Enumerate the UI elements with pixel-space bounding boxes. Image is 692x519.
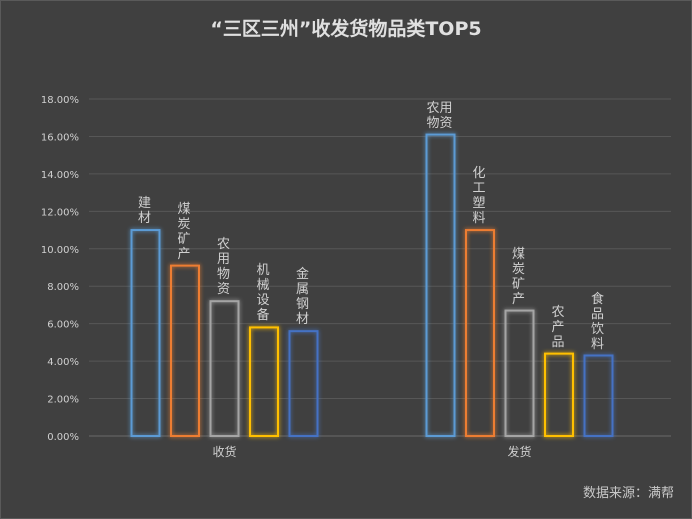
y-tick-label: 0.00% (47, 432, 79, 443)
y-tick-label: 4.00% (47, 357, 79, 368)
y-tick-label: 12.00% (41, 207, 79, 218)
chart-title: “三区三州”收发货物品类TOP5 (210, 18, 482, 40)
y-tick-label: 6.00% (47, 320, 79, 331)
data-label: 食品饮料 (590, 291, 604, 352)
y-tick-label: 16.00% (41, 132, 79, 143)
data-label: 金属钢材 (295, 267, 309, 328)
bar (170, 264, 200, 437)
data-label: 机械设备 (256, 263, 270, 324)
x-category-label: 收货 (212, 444, 236, 459)
data-label: 农产品 (551, 304, 565, 350)
bar (209, 300, 240, 438)
data-label: 建材 (137, 196, 151, 227)
data-label: 农用物资 (216, 237, 230, 298)
data-label: 农用物资 (426, 100, 453, 131)
bar (249, 326, 279, 437)
y-tick-label: 14.00% (41, 170, 79, 181)
y-tick-label: 2.00% (47, 395, 79, 406)
y-tick-label: 8.00% (47, 282, 79, 293)
bar (130, 229, 161, 437)
data-source: 数据来源：满帮 (582, 486, 674, 501)
bar (504, 309, 535, 437)
bar (583, 354, 614, 437)
bar (465, 229, 495, 437)
x-category-label: 发货 (507, 444, 531, 459)
y-tick-label: 18.00% (41, 95, 79, 106)
bar (288, 330, 319, 437)
data-label: 煤炭矿产 (177, 201, 191, 262)
y-tick-label: 10.00% (41, 245, 79, 256)
bar (425, 133, 456, 437)
data-label: 化工塑料 (472, 166, 486, 227)
bar (544, 352, 574, 437)
data-label: 煤炭矿产 (511, 246, 525, 307)
